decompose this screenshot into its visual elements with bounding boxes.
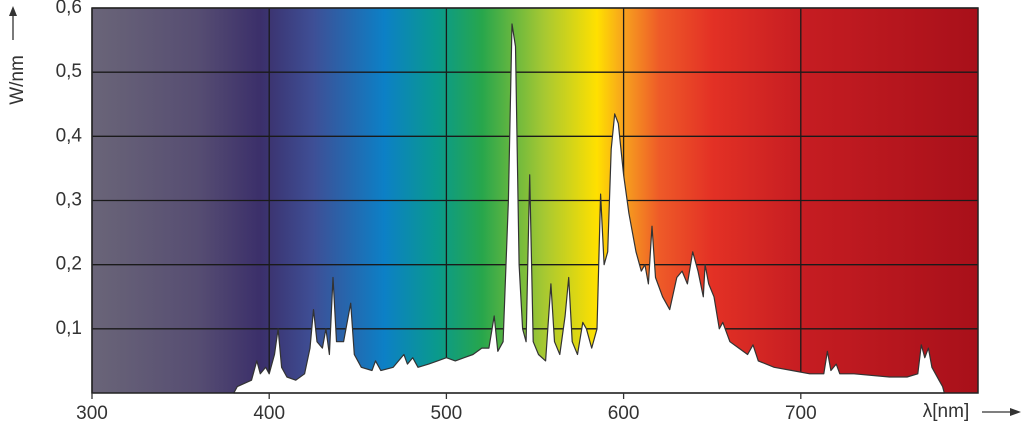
y-axis-arrowhead xyxy=(9,6,17,16)
y-tick-label: 0,2 xyxy=(56,254,82,275)
x-axis-arrowhead xyxy=(1010,408,1021,416)
y-tick-label: 0,3 xyxy=(56,190,82,211)
y-tick-label: 0,4 xyxy=(56,125,83,146)
y-axis-label: W/nm xyxy=(7,55,28,105)
y-tick-label: 0,6 xyxy=(56,0,82,18)
x-tick-label: 500 xyxy=(431,403,463,424)
plot-frame xyxy=(91,7,979,394)
y-tick-label: 0,1 xyxy=(56,318,82,339)
spectrum-area xyxy=(233,23,945,394)
plot xyxy=(233,23,945,394)
y-tick-label: 0,5 xyxy=(56,61,82,82)
x-tick-label: 300 xyxy=(76,403,108,424)
x-tick-label: 700 xyxy=(785,403,817,424)
x-tick-label: 400 xyxy=(253,403,285,424)
x-axis-label: λ[nm] xyxy=(923,401,969,422)
x-tick-label: 600 xyxy=(608,403,640,424)
